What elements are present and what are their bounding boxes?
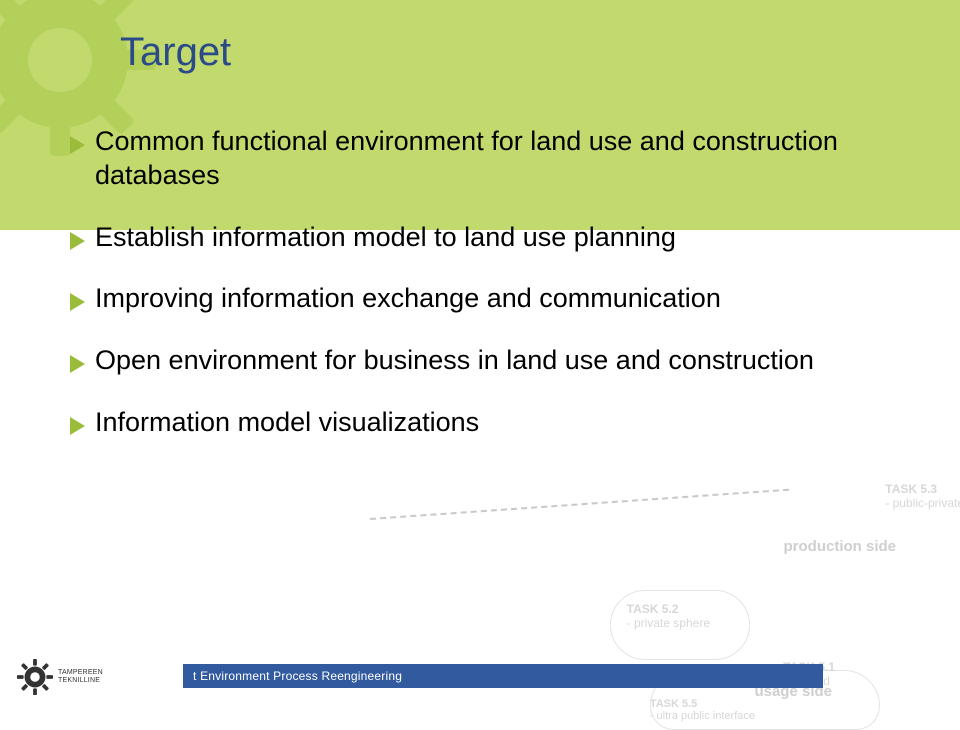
ghost-text: TASK 5.2 xyxy=(627,602,710,616)
bullet-text: Information model visualizations xyxy=(95,406,479,440)
ghost-label-task55: TASK 5.5 - ultra public interface xyxy=(650,698,755,722)
slide-title: Target xyxy=(120,30,231,75)
ghost-label-task52: TASK 5.2 - private sphere xyxy=(627,602,710,630)
ghost-text: - public-private i xyxy=(885,496,960,510)
ghost-label-task53: TASK 5.3 - public-private i xyxy=(885,482,960,510)
logo-line: TAMPEREEN xyxy=(58,669,103,677)
chevron-right-icon xyxy=(70,232,85,250)
chevron-right-icon xyxy=(70,417,85,435)
ghost-text: - private sphere xyxy=(627,616,710,630)
bullet-text: Establish information model to land use … xyxy=(95,221,676,255)
gear-icon xyxy=(16,658,54,696)
logo-line: TEKNILLINE xyxy=(58,677,103,685)
bullet-item: Establish information model to land use … xyxy=(70,221,870,255)
ghost-production-side: production side xyxy=(784,538,897,555)
bullet-item: Improving information exchange and commu… xyxy=(70,282,870,316)
bullet-text: Common functional environment for land u… xyxy=(95,125,870,193)
footer-text: t Environment Process Reengineering xyxy=(183,669,402,683)
dashed-connector xyxy=(370,489,789,520)
bullet-item: Common functional environment for land u… xyxy=(70,125,870,193)
ghost-text: TASK 5.3 xyxy=(885,482,960,496)
bullet-item: Information model visualizations xyxy=(70,406,870,440)
chevron-right-icon xyxy=(70,293,85,311)
bullet-item: Open environment for business in land us… xyxy=(70,344,870,378)
footer-bar: t Environment Process Reengineering xyxy=(183,664,823,688)
ghost-text: - ultra public interface xyxy=(650,710,755,722)
ghost-text: TASK 5.5 xyxy=(650,698,755,710)
logo-text: TAMPEREEN TEKNILLINE xyxy=(58,669,103,684)
university-logo: TAMPEREEN TEKNILLINE xyxy=(16,658,103,696)
chevron-right-icon xyxy=(70,355,85,373)
chevron-right-icon xyxy=(70,136,85,154)
bullet-list: Common functional environment for land u… xyxy=(70,125,870,468)
bullet-text: Open environment for business in land us… xyxy=(95,344,814,378)
bullet-text: Improving information exchange and commu… xyxy=(95,282,721,316)
